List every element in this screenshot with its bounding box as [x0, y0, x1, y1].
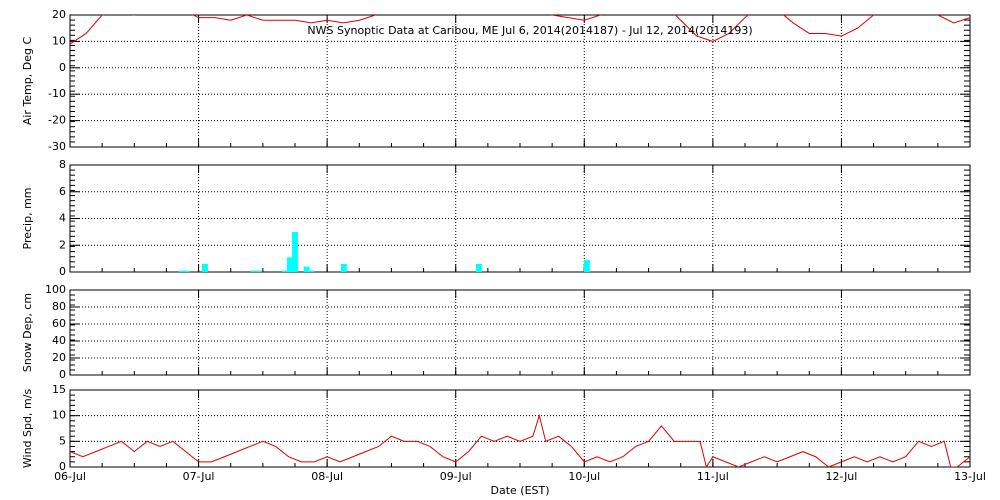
y-tick-label: 0 [59, 61, 66, 74]
x-tick-label: 09-Jul [440, 470, 472, 483]
bar [340, 263, 347, 272]
series [70, 413, 970, 467]
y-tick-label: 20 [52, 8, 66, 21]
y-tick-label: 5 [59, 434, 66, 447]
y-tick-label: -20 [48, 114, 66, 127]
x-tick-label: 06-Jul [54, 470, 86, 483]
chart-title: NWS Synoptic Data at Caribou, ME Jul 6, … [307, 24, 752, 37]
x-tick-label: 07-Jul [183, 470, 215, 483]
y-tick-label: 100 [45, 283, 66, 296]
bar [256, 270, 262, 272]
data-line [70, 413, 970, 467]
y-tick-label: 4 [59, 212, 66, 225]
y-tick-label: 2 [59, 238, 66, 251]
x-tick-label: 12-Jul [825, 470, 857, 483]
x-tick-label: 08-Jul [311, 470, 343, 483]
bar [292, 231, 298, 272]
y-tick-label: 15 [52, 383, 66, 396]
bar [178, 270, 185, 272]
y-tick-label: 10 [52, 409, 66, 422]
plot-frame [69, 289, 971, 376]
bar [583, 259, 590, 272]
bar [250, 270, 257, 272]
y-tick-label: -10 [48, 87, 66, 100]
x-tick-label: 11-Jul [697, 470, 729, 483]
series [178, 231, 590, 272]
y-tick-label: 10 [52, 34, 66, 47]
y-tick-label: 8 [59, 158, 66, 171]
y-axis-label: Precip, mm [21, 188, 34, 250]
bar [286, 257, 293, 272]
plot-frame [69, 14, 971, 148]
plot-frame [69, 389, 971, 468]
y-axis-label: Air Temp, Deg C [21, 37, 34, 126]
y-tick-label: 20 [52, 351, 66, 364]
bar [202, 263, 208, 272]
y-axis-label: Wind Spd, m/s [21, 389, 34, 469]
x-axis-label: Date (EST) [490, 484, 549, 497]
y-tick-label: -30 [48, 140, 66, 153]
y-axis-label: Snow Dep, cm [21, 293, 34, 372]
y-tick-label: 0 [59, 460, 66, 473]
y-tick-label: 40 [52, 334, 66, 347]
bar [184, 270, 190, 272]
y-tick-label: 60 [52, 317, 66, 330]
y-tick-label: 80 [52, 300, 66, 313]
bar [303, 266, 310, 272]
bar [281, 270, 288, 272]
data-line [70, 15, 970, 45]
x-tick-label: 13-Jul [954, 470, 986, 483]
y-tick-label: 6 [59, 185, 66, 198]
y-tick-label: 0 [59, 368, 66, 381]
bar [308, 270, 315, 272]
plot-frame [69, 164, 971, 273]
y-tick-label: 0 [59, 265, 66, 278]
bar [475, 263, 482, 272]
series [70, 15, 970, 45]
x-tick-label: 10-Jul [568, 470, 600, 483]
